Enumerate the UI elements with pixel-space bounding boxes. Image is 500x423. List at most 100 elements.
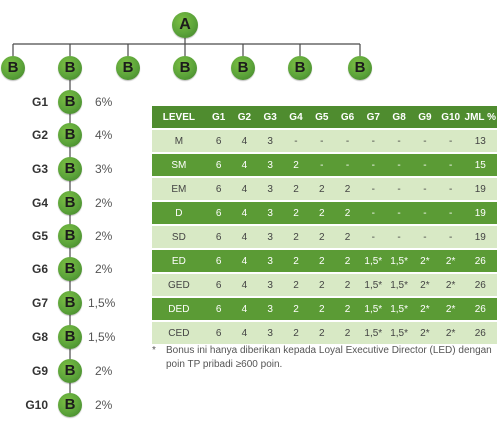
generation-label: G10	[25, 398, 48, 412]
generation-percent: 2%	[95, 196, 113, 210]
header-g6: G6	[334, 106, 361, 129]
total-cell: 26	[463, 273, 497, 297]
generation-label: G4	[31, 196, 48, 210]
total-cell: 19	[463, 225, 497, 249]
value-cell: 6	[205, 129, 232, 153]
generation-percent: 3%	[95, 162, 113, 176]
value-cell: 3	[257, 129, 284, 153]
generation-label: G7	[31, 296, 48, 310]
value-cell: 2	[283, 153, 309, 177]
value-cell: 1,5*	[386, 273, 412, 297]
value-cell: -	[411, 201, 438, 225]
generation-percent: 4%	[95, 128, 113, 142]
table-row: D 6 4 3 2 2 2- - - -19	[152, 201, 497, 225]
generation-node: B	[58, 157, 82, 181]
table-row: SM 6 4 3 2- - - - - -15	[152, 153, 497, 177]
value-cell: -	[360, 177, 387, 201]
generation-label: G8	[31, 330, 48, 344]
value-cell: 2	[334, 273, 361, 297]
value-cell: 6	[205, 297, 232, 321]
value-cell: 2*	[411, 273, 438, 297]
value-cell: 3	[257, 249, 284, 273]
value-cell: 3	[257, 153, 284, 177]
value-cell: 2*	[437, 273, 464, 297]
level-cell: SM	[152, 153, 206, 177]
top-node-b: B	[116, 56, 140, 80]
value-cell: -	[360, 201, 387, 225]
level-cell: DED	[152, 297, 206, 321]
header-total: JML %	[463, 106, 497, 129]
value-cell: 2	[308, 321, 335, 345]
value-cell: 3	[257, 273, 284, 297]
root-node-a: A	[172, 12, 198, 38]
value-cell: -	[283, 129, 309, 153]
value-cell: -	[437, 177, 464, 201]
generation-percent: 2%	[95, 229, 113, 243]
value-cell: 2	[308, 249, 335, 273]
total-cell: 13	[463, 129, 497, 153]
value-cell: 4	[231, 297, 258, 321]
value-cell: 6	[205, 273, 232, 297]
level-cell: EM	[152, 177, 206, 201]
value-cell: -	[360, 129, 387, 153]
generation-node: B	[58, 191, 82, 215]
value-cell: -	[386, 129, 412, 153]
table-row: DED 6 4 3 2 2 2 1,5* 1,5* 2* 2* 26	[152, 297, 497, 321]
top-node-b: B	[288, 56, 312, 80]
value-cell: -	[386, 225, 412, 249]
generation-percent: 2%	[95, 262, 113, 276]
generation-node: B	[58, 90, 82, 114]
value-cell: 1,5*	[360, 249, 387, 273]
generation-percent: 2%	[95, 398, 113, 412]
value-cell: 2	[308, 297, 335, 321]
table-body: M 6 4 3- - - - - - -13 SM 6 4 3 2- - - - - -15 EM 6 4 3 2 2 2- - - -1…	[152, 129, 497, 345]
level-cell: GED	[152, 273, 206, 297]
value-cell: 2	[283, 249, 309, 273]
table-row: ED 6 4 3 2 2 2 1,5* 1,5* 2* 2* 26	[152, 249, 497, 273]
header-g8: G8	[386, 106, 412, 129]
table-row: EM 6 4 3 2 2 2- - - -19	[152, 177, 497, 201]
value-cell: 2	[283, 297, 309, 321]
value-cell: -	[411, 225, 438, 249]
level-cell: ED	[152, 249, 206, 273]
value-cell: 2	[283, 201, 309, 225]
generation-label: G3	[31, 162, 48, 176]
value-cell: -	[308, 153, 335, 177]
generation-node: B	[58, 393, 82, 417]
value-cell: 2	[334, 201, 361, 225]
header-level: LEVEL	[152, 106, 206, 129]
total-cell: 19	[463, 177, 497, 201]
footnote-marker: *	[152, 345, 156, 356]
table-row: CED 6 4 3 2 2 2 1,5* 1,5* 2* 2* 26	[152, 321, 497, 345]
value-cell: 4	[231, 225, 258, 249]
value-cell: 1,5*	[360, 321, 387, 345]
value-cell: 2*	[411, 297, 438, 321]
value-cell: -	[411, 129, 438, 153]
generation-percent: 2%	[95, 364, 113, 378]
level-cell: CED	[152, 321, 206, 345]
generation-label: G1	[31, 95, 48, 109]
total-cell: 26	[463, 321, 497, 345]
value-cell: 6	[205, 201, 232, 225]
table-row: SD 6 4 3 2 2 2- - - -19	[152, 225, 497, 249]
generation-node: B	[58, 224, 82, 248]
value-cell: 4	[231, 321, 258, 345]
value-cell: -	[437, 153, 464, 177]
table-header-row: LEVEL G1 G2 G3 G4 G5 G6 G7 G8 G9 G10 JML…	[152, 106, 497, 129]
generation-node: B	[58, 123, 82, 147]
value-cell: 2	[308, 225, 335, 249]
header-g7: G7	[360, 106, 387, 129]
value-cell: 2	[308, 273, 335, 297]
value-cell: 2*	[411, 321, 438, 345]
value-cell: 1,5*	[360, 273, 387, 297]
generation-percent: 1,5%	[88, 330, 116, 344]
level-cell: SD	[152, 225, 206, 249]
value-cell: 2	[334, 321, 361, 345]
value-cell: -	[308, 129, 335, 153]
header-g9: G9	[411, 106, 438, 129]
value-cell: 2*	[437, 321, 464, 345]
level-cell: D	[152, 201, 206, 225]
value-cell: -	[437, 129, 464, 153]
value-cell: 3	[257, 177, 284, 201]
value-cell: 4	[231, 273, 258, 297]
